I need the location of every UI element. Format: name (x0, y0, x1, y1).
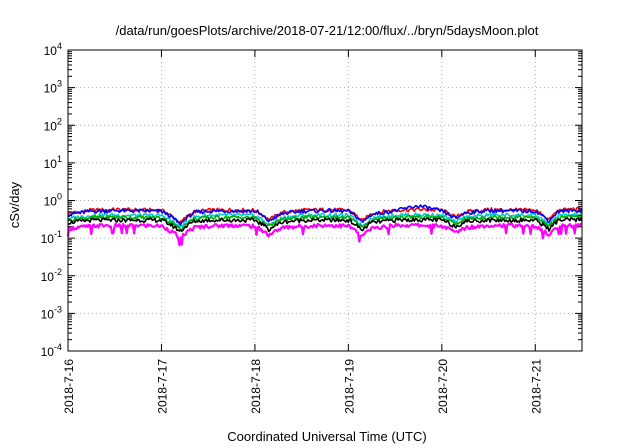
y-tick-label: 102 (44, 116, 62, 133)
x-tick-label: 2018-7-18 (249, 359, 263, 414)
x-tick-label: 2018-7-21 (529, 359, 543, 414)
y-tick-label: 101 (44, 154, 62, 171)
x-tick-labels: 2018-7-16 2018-7-17 2018-7-18 2018-7-19 2018… (62, 359, 543, 414)
x-tick-label: 2018-7-19 (342, 359, 356, 414)
x-tick-label: 2018-7-16 (62, 359, 76, 414)
series-line (66, 222, 583, 247)
axis-ticks (67, 49, 582, 352)
y-tick-label: 10-2 (41, 267, 62, 284)
y-tick-labels: 10-4 10-3 10-2 10-1 100 101 102 103 104 (41, 41, 62, 359)
series-line (67, 204, 583, 227)
chart-title: /data/run/goesPlots/archive/2018-07-21/1… (116, 23, 539, 38)
y-tick-label: 104 (44, 41, 62, 58)
y-tick-label: 100 (44, 192, 62, 209)
y-tick-label: 10-1 (41, 229, 62, 246)
y-tick-label: 103 (44, 79, 62, 96)
x-axis-label: Coordinated Universal Time (UTC) (227, 429, 426, 444)
series-line (67, 217, 583, 233)
y-tick-label: 10-4 (41, 342, 62, 359)
series-layer (66, 204, 583, 247)
grid-lines (68, 50, 582, 351)
x-tick-label: 2018-7-20 (436, 359, 450, 414)
y-tick-label: 10-3 (41, 304, 62, 321)
x-tick-label: 2018-7-17 (155, 359, 169, 414)
y-axis-label: cSv/day (7, 181, 22, 228)
